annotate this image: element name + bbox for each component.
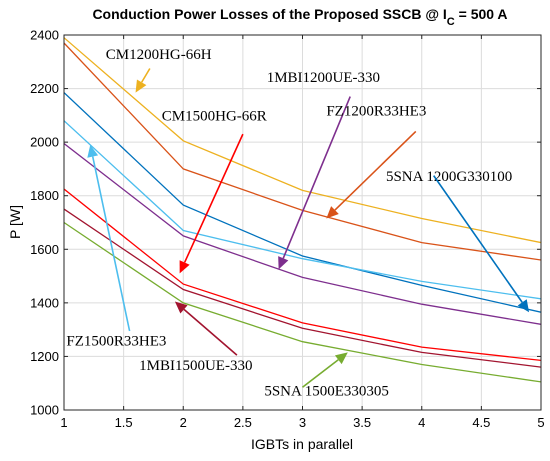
annotation-label: 5SNA 1200G330100	[386, 169, 512, 185]
annotation-label: FZ1200R33HE3	[326, 103, 426, 119]
annotation-arrow-shaft	[91, 156, 131, 332]
x-tick-label: 1	[60, 415, 67, 430]
annotation-arrowhead	[326, 206, 339, 219]
x-tick-label: 4.5	[472, 415, 490, 430]
title-subscript: C	[447, 16, 455, 28]
series-line-cm1200hg-66h	[64, 37, 541, 244]
annotation-5sna-1200g330100: 5SNA 1200G330100	[386, 169, 530, 313]
axis-ticks: 1 1.5 2 2.5 3 3.5 4 4.5 5 1000 1200 1400 1600 1800 200…	[30, 28, 545, 431]
annotation-arrowhead	[174, 301, 188, 314]
y-tick-label: 1800	[30, 188, 59, 203]
annotation-arrowhead	[517, 299, 530, 313]
annotation-arrow-shaft	[302, 359, 339, 388]
annotation-1mbi1200ue-330: 1MBI1200UE-330	[267, 70, 380, 270]
y-tick-label: 1200	[30, 349, 59, 364]
y-tick-label: 1600	[30, 242, 59, 257]
y-axis-label: P [W]	[7, 205, 23, 239]
annotation-arrow-shaft	[140, 68, 151, 83]
annotation-1mbi1500ue-330: 1MBI1500UE-330	[139, 301, 252, 374]
annotation-5sna-1500e330305: 5SNA 1500E330305	[264, 352, 389, 399]
annotation-label: 1MBI1200UE-330	[267, 70, 380, 86]
y-tick-label: 1000	[30, 403, 59, 418]
title-tail: = 500 A	[455, 6, 508, 22]
x-tick-label: 1.5	[115, 415, 133, 430]
x-axis-label: IGBTs in parallel	[251, 436, 353, 452]
x-tick-label: 4	[418, 415, 425, 430]
series-line-5sna-1500e330305	[64, 221, 541, 383]
annotation-arrow-shaft	[334, 130, 417, 211]
annotation-label: 5SNA 1500E330305	[264, 383, 389, 399]
chart-title: Conduction Power Losses of the Proposed …	[92, 6, 507, 28]
title-main: Conduction Power Losses of the Proposed …	[92, 6, 446, 22]
annotation-fz1500r33he3: FZ1500R33HE3	[66, 144, 166, 350]
annotation-cm1500hg-66r: CM1500HG-66R	[162, 109, 267, 274]
y-tick-label: 1400	[30, 295, 59, 310]
annotation-cm1200hg-66h: CM1200HG-66H	[106, 47, 212, 93]
y-tick-label: 2200	[30, 81, 59, 96]
series-line-1mbi1500ue-330	[64, 208, 541, 368]
annotation-arrow-shaft	[433, 175, 523, 303]
annotation-arrowhead	[334, 352, 348, 365]
x-tick-label: 5	[537, 415, 544, 430]
annotation-label: 1MBI1500UE-330	[139, 358, 252, 374]
annotation-fz1200r33he3: FZ1200R33HE3	[326, 103, 426, 219]
annotation-label: CM1200HG-66H	[106, 47, 212, 63]
annotation-arrowhead	[179, 260, 190, 274]
annotation-label: CM1500HG-66R	[162, 109, 267, 125]
annotation-arrow-shaft	[183, 133, 244, 263]
series-line-cm1500hg-66r	[64, 188, 541, 362]
annotation-arrowhead	[135, 79, 147, 93]
annotation-arrowhead	[87, 144, 99, 158]
annotation-arrow-shaft	[183, 308, 238, 356]
series-line-fz1500r33he3	[64, 120, 541, 300]
x-tick-label: 2.5	[234, 415, 252, 430]
y-tick-label: 2000	[30, 135, 59, 150]
y-tick-label: 2400	[30, 28, 59, 43]
annotation-arrow-shaft	[282, 96, 351, 259]
annotation-label: FZ1500R33HE3	[66, 334, 166, 350]
x-tick-label: 3	[299, 415, 306, 430]
x-tick-label: 2	[180, 415, 187, 430]
series-line-1mbi1200ue-330	[64, 142, 541, 325]
series-lines	[64, 37, 541, 383]
annotation-arrowhead	[278, 256, 289, 270]
x-tick-label: 3.5	[353, 415, 371, 430]
annotations: CM1200HG-66H 1MBI1200UE-330 FZ1200R33HE3 CM…	[66, 47, 530, 399]
grid	[63, 34, 542, 411]
series-line-5sna-1200g330100	[64, 92, 541, 313]
